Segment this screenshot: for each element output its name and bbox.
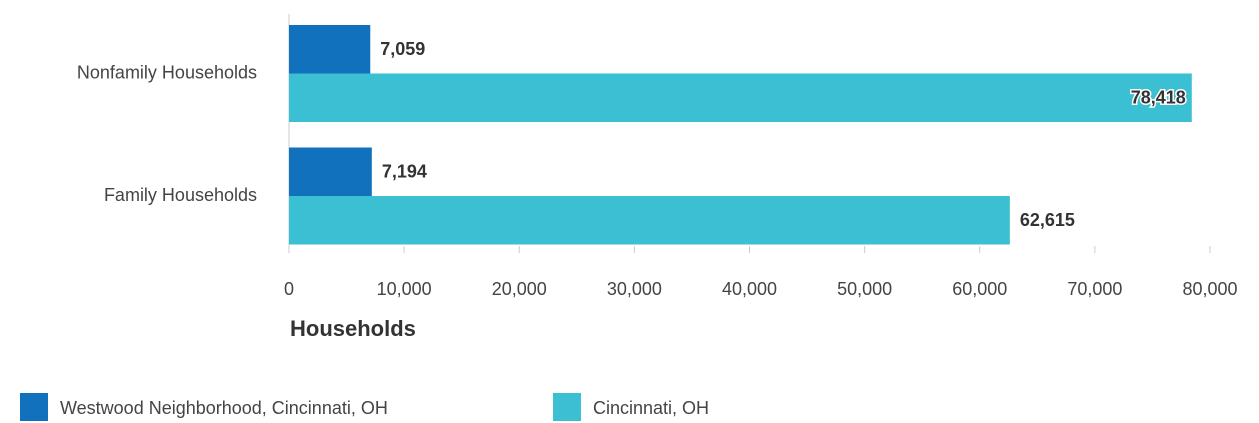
bar <box>289 196 1010 245</box>
x-tick-label: 10,000 <box>377 279 432 299</box>
y-tick-label: Nonfamily Households <box>77 62 257 82</box>
bar <box>289 147 372 196</box>
x-tick-label: 50,000 <box>837 279 892 299</box>
value-label: 7,194 <box>382 162 427 182</box>
value-label: 7,059 <box>380 39 425 59</box>
x-tick-label: 70,000 <box>1067 279 1122 299</box>
value-label: 78,418 <box>1131 88 1186 108</box>
legend-swatch <box>553 393 581 421</box>
legend-swatch <box>20 393 48 421</box>
value-label: 62,615 <box>1020 210 1075 230</box>
x-tick-label: 30,000 <box>607 279 662 299</box>
x-tick-label: 60,000 <box>952 279 1007 299</box>
y-tick-label: Family Households <box>104 185 257 205</box>
legend-label: Westwood Neighborhood, Cincinnati, OH <box>60 398 388 418</box>
x-tick-label: 40,000 <box>722 279 777 299</box>
bar <box>289 25 371 74</box>
legend-label: Cincinnati, OH <box>593 398 709 418</box>
x-tick-label: 80,000 <box>1182 279 1237 299</box>
x-tick-label: 20,000 <box>492 279 547 299</box>
bar <box>289 73 1192 122</box>
x-axis-label: Households <box>290 316 416 341</box>
x-tick-label: 0 <box>284 279 294 299</box>
